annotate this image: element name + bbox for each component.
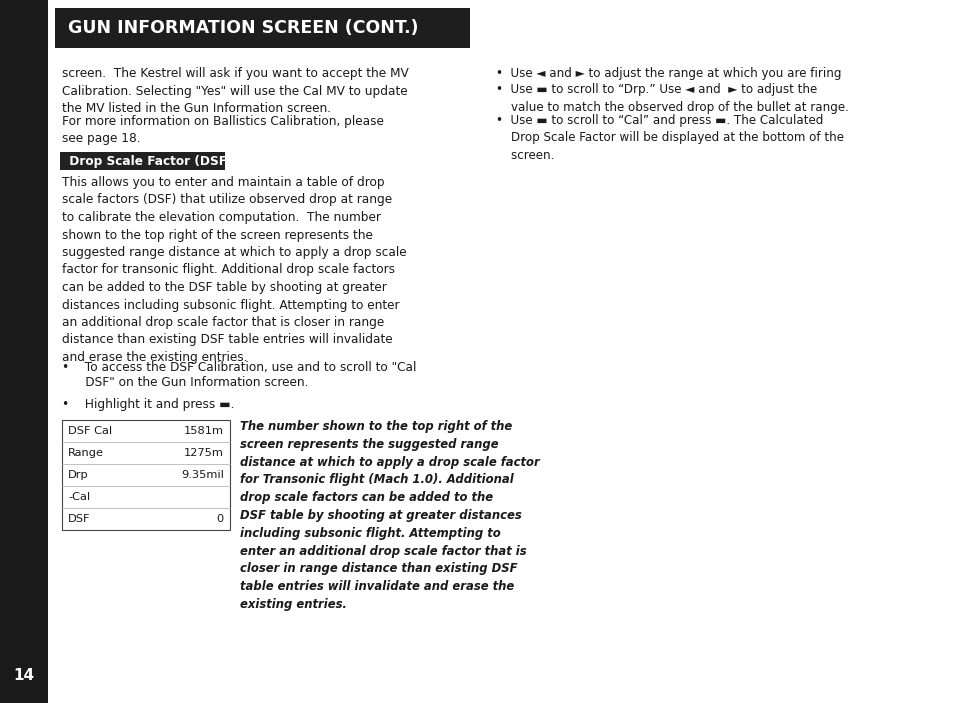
Text: -Cal: -Cal <box>68 492 90 502</box>
Text: •    Highlight it and press ▬.: • Highlight it and press ▬. <box>62 398 234 411</box>
Bar <box>55 8 470 48</box>
Text: For more information on Ballistics Calibration, please: For more information on Ballistics Calib… <box>62 115 383 128</box>
Text: DSF: DSF <box>68 514 91 524</box>
Bar <box>0 0 48 703</box>
Text: Drp: Drp <box>68 470 89 480</box>
Text: 14: 14 <box>13 669 34 683</box>
Bar <box>60 152 225 170</box>
Text: Drop Scale Factor (DSF): Drop Scale Factor (DSF) <box>65 155 233 167</box>
Text: •  Use ▬ to scroll to “Cal” and press ▬. The Calculated
    Drop Scale Factor wi: • Use ▬ to scroll to “Cal” and press ▬. … <box>496 114 843 162</box>
Text: •  Use ▬ to scroll to “Drp.” Use ◄ and  ► to adjust the
    value to match the o: • Use ▬ to scroll to “Drp.” Use ◄ and ► … <box>496 83 848 113</box>
Text: screen.  The Kestrel will ask if you want to accept the MV
Calibration. Selectin: screen. The Kestrel will ask if you want… <box>62 67 408 115</box>
Text: DSF Cal: DSF Cal <box>68 426 112 436</box>
Text: 9.35mil: 9.35mil <box>181 470 224 480</box>
Text: •  Use ◄ and ► to adjust the range at which you are firing: • Use ◄ and ► to adjust the range at whi… <box>496 67 841 80</box>
Text: The number shown to the top right of the
screen represents the suggested range
d: The number shown to the top right of the… <box>240 420 539 611</box>
Text: DSF" on the Gun Information screen.: DSF" on the Gun Information screen. <box>62 376 308 389</box>
Text: see page 18.: see page 18. <box>62 132 140 145</box>
Text: GUN INFORMATION SCREEN (CONT.): GUN INFORMATION SCREEN (CONT.) <box>68 19 418 37</box>
Text: •    To access the DSF Calibration, use and to scroll to "Cal: • To access the DSF Calibration, use and… <box>62 361 416 374</box>
Text: Range: Range <box>68 448 104 458</box>
Text: 1581m: 1581m <box>184 426 224 436</box>
Text: 0: 0 <box>216 514 224 524</box>
Text: 1275m: 1275m <box>184 448 224 458</box>
Text: This allows you to enter and maintain a table of drop
scale factors (DSF) that u: This allows you to enter and maintain a … <box>62 176 406 364</box>
Bar <box>62 420 230 530</box>
